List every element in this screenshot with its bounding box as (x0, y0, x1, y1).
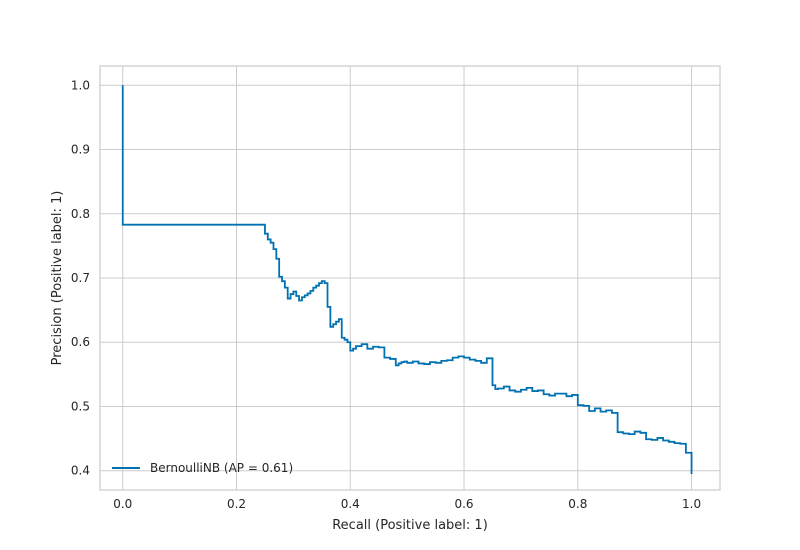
legend-label-bernoullinb: BernoulliNB (AP = 0.61) (150, 461, 293, 475)
x-axis-label: Recall (Positive label: 1) (332, 518, 488, 533)
x-tick-label: 0.8 (568, 497, 587, 511)
y-tick-label: 0.4 (71, 464, 90, 478)
series-layer (121, 85, 693, 474)
series-line-bernoullinb (121, 85, 693, 474)
y-tick-label: 0.9 (71, 143, 90, 157)
legend: BernoulliNB (AP = 0.61) (112, 461, 293, 475)
y-axis-label: Precision (Positive label: 1) (50, 191, 65, 366)
y-tick-label: 0.5 (71, 399, 90, 413)
y-tick-label: 0.7 (71, 271, 90, 285)
x-tick-label: 0.4 (341, 497, 360, 511)
y-gridlines (100, 84, 720, 472)
x-tick-label: 0.2 (227, 497, 246, 511)
y-tick-labels: 0.4 0.5 0.6 0.7 0.8 0.9 1.0 (71, 78, 90, 477)
y-tick-label: 1.0 (71, 78, 90, 92)
y-tick-label: 0.6 (71, 335, 90, 349)
plot-frame (99, 65, 721, 491)
x-tick-labels: 0.0 0.2 0.4 0.6 0.8 1.0 (113, 497, 701, 511)
y-tick-label: 0.8 (71, 207, 90, 221)
x-tick-label: 1.0 (682, 497, 701, 511)
x-tick-label: 0.6 (454, 497, 473, 511)
x-tick-label: 0.0 (113, 497, 132, 511)
